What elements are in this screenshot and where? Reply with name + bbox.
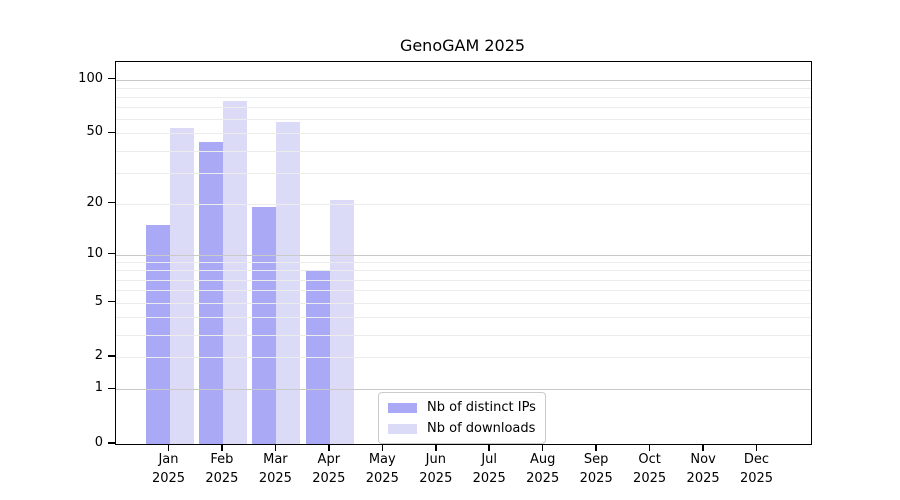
legend-item-downloads: Nb of downloads	[388, 419, 536, 438]
gridline-minor	[116, 172, 811, 174]
y-tick-label: 5	[94, 293, 103, 309]
y-tick-label: 100	[78, 70, 103, 86]
gridline-minor	[116, 290, 811, 292]
gridline-minor	[116, 203, 811, 205]
gridline-major	[116, 79, 811, 81]
legend: Nb of distinct IPs Nb of downloads	[378, 392, 546, 444]
gridline-minor	[116, 302, 811, 304]
y-tick-label: 50	[86, 124, 103, 140]
x-tick-label: Dec 2025	[739, 452, 774, 486]
x-tick-label: Mar 2025	[258, 452, 292, 486]
gridline-minor	[116, 87, 811, 89]
chart-title: GenoGAM 2025	[399, 36, 526, 55]
gridline-minor	[116, 96, 811, 98]
y-tick-mark	[108, 252, 115, 255]
legend-label-downloads: Nb of downloads	[427, 421, 536, 436]
gridline-major	[116, 389, 811, 391]
y-tick-mark	[108, 300, 115, 303]
gridline-minor	[116, 133, 811, 135]
x-tick-label: Jan 2025	[151, 452, 186, 486]
x-tick-mark	[702, 444, 704, 451]
x-tick-label: Apr 2025	[312, 452, 346, 486]
x-tick-mark	[435, 444, 437, 451]
gridline-minor	[116, 279, 811, 281]
legend-swatch-distinct-ips	[388, 402, 417, 413]
x-tick-label: May 2025	[365, 452, 399, 486]
bar-downloads-jan-2025	[169, 127, 194, 444]
x-tick-label: Oct 2025	[633, 452, 667, 486]
y-tick-label: 10	[86, 245, 103, 261]
gridline-minor	[116, 316, 811, 318]
y-tick-mark	[108, 131, 115, 134]
gridline-minor	[116, 270, 811, 272]
plot-area: Nb of distinct IPs Nb of downloads	[115, 61, 812, 445]
x-tick-label: Nov 2025	[686, 452, 720, 486]
gridline-minor	[116, 119, 811, 121]
gridline-minor	[116, 262, 811, 264]
bar-distinct-ips-mar-2025	[252, 207, 277, 444]
x-tick-label: Sep 2025	[579, 452, 613, 486]
x-tick-label: Aug 2025	[526, 452, 560, 486]
y-tick-mark	[108, 442, 115, 444]
x-tick-mark	[274, 444, 277, 451]
bar-downloads-feb-2025	[222, 100, 247, 444]
y-tick-mark	[108, 387, 115, 390]
x-tick-mark	[381, 444, 384, 451]
legend-item-distinct-ips: Nb of distinct IPs	[388, 398, 536, 417]
gridline-minor	[116, 334, 811, 336]
bar-downloads-apr-2025	[329, 199, 354, 444]
x-tick-mark	[328, 444, 330, 451]
x-tick-mark	[541, 444, 544, 451]
x-tick-label: Jun 2025	[419, 452, 453, 486]
x-tick-mark	[221, 444, 223, 451]
legend-swatch-downloads	[388, 423, 417, 434]
y-tick-label: 0	[94, 435, 103, 450]
x-tick-mark	[167, 444, 170, 451]
y-tick-label: 2	[94, 348, 103, 364]
gridline-minor	[116, 357, 811, 359]
x-tick-label: Jul 2025	[472, 452, 506, 486]
x-tick-mark	[488, 444, 490, 451]
x-tick-mark	[755, 444, 758, 451]
y-tick-label: 20	[86, 194, 103, 210]
legend-label-distinct-ips: Nb of distinct IPs	[427, 400, 536, 415]
bar-distinct-ips-feb-2025	[198, 141, 223, 444]
bar-downloads-mar-2025	[276, 121, 301, 444]
y-tick-label: 1	[94, 380, 103, 396]
x-tick-mark	[648, 444, 651, 451]
y-tick-mark	[108, 77, 115, 80]
y-tick-mark	[108, 201, 115, 204]
x-tick-mark	[595, 444, 597, 451]
gridline-minor	[116, 150, 811, 152]
gridline-major	[116, 254, 811, 256]
gridline-minor	[116, 107, 811, 109]
x-tick-label: Feb 2025	[205, 452, 239, 486]
y-tick-mark	[108, 355, 115, 357]
